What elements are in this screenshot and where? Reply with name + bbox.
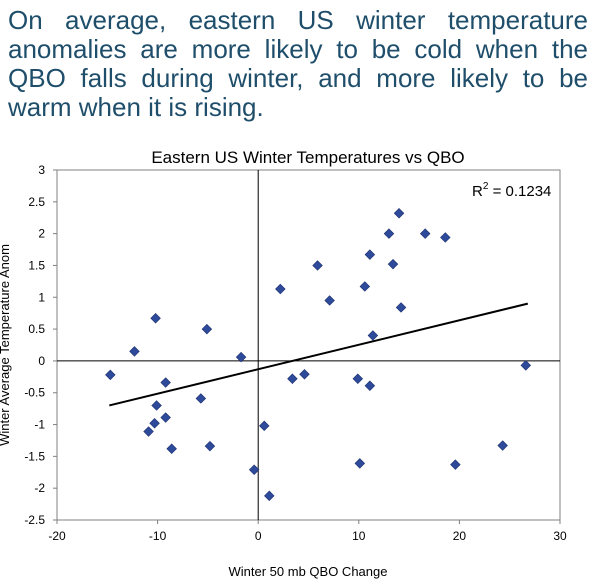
y-tick-label: 0.5 [28, 322, 45, 336]
data-point [201, 323, 213, 335]
data-point [383, 228, 395, 239]
x-tick-label: -10 [149, 529, 167, 543]
data-point [287, 373, 298, 384]
data-point [129, 346, 140, 357]
y-tick-label: 1 [38, 290, 45, 304]
data-point [150, 313, 161, 324]
y-tick-label: 0 [38, 354, 45, 368]
data-point [419, 228, 431, 239]
y-axis-label: Winter Average Temperature Anom [0, 244, 12, 446]
axis-ticks: -20 -10 0 10 20 30 -2.5 -2 -1.5 -1 -0.5 0 0.5 1 1.5 2 2.… [24, 163, 567, 543]
trendline-group [109, 302, 529, 407]
data-point [248, 464, 260, 475]
data-point [359, 281, 371, 292]
y-tick-label: -1.5 [24, 449, 45, 463]
data-point [259, 420, 270, 432]
data-point [160, 412, 171, 423]
x-tick-label: 10 [352, 529, 366, 543]
data-point [354, 458, 366, 469]
x-tick-label: -20 [48, 529, 66, 543]
data-point [275, 283, 286, 295]
r-squared-annotation: R2 = 0.1234 [472, 181, 551, 200]
y-tick-label: -2 [34, 481, 45, 495]
y-tick-label: -0.5 [24, 386, 45, 400]
data-point [520, 360, 532, 371]
data-point [352, 373, 364, 384]
data-point [264, 490, 275, 502]
data-point [393, 208, 405, 219]
r2-sup: 2 [483, 181, 489, 192]
x-tick-label: 0 [255, 529, 262, 543]
r2-base: R [472, 183, 483, 200]
chart-title: Eastern US Winter Temperatures vs QBO [151, 148, 464, 167]
y-tick-label: -2.5 [24, 513, 45, 527]
y-tick-label: 2 [38, 227, 45, 241]
data-point [235, 351, 247, 363]
data-point [364, 380, 376, 391]
data-point [440, 232, 451, 243]
slide-caption: On average, eastern US winter temperatur… [8, 5, 588, 122]
data-point [367, 330, 379, 341]
x-tick-label: 30 [553, 529, 567, 543]
data-point [364, 249, 376, 260]
y-tick-label: 3 [38, 163, 45, 177]
zero-axes [57, 170, 560, 520]
data-point [151, 400, 162, 411]
plot-area [56, 169, 561, 521]
data-point [497, 440, 508, 451]
data-point [395, 302, 407, 313]
y-tick-label: -1 [34, 418, 45, 432]
data-points [105, 208, 532, 502]
trendline [109, 302, 529, 407]
data-point [160, 377, 171, 388]
data-point [204, 440, 216, 452]
x-tick-label: 20 [453, 529, 467, 543]
data-point [195, 393, 207, 404]
data-point [312, 260, 323, 271]
r2-value: = 0.1234 [488, 183, 551, 200]
x-axis-label: Winter 50 mb QBO Change [229, 564, 388, 579]
data-point [450, 459, 461, 470]
y-tick-label: 1.5 [28, 258, 45, 272]
data-point [387, 258, 399, 270]
data-point [149, 418, 160, 429]
data-point [324, 295, 335, 306]
data-point [105, 369, 116, 381]
data-point [299, 369, 310, 380]
y-tick-label: 2.5 [28, 195, 45, 209]
data-point [166, 443, 177, 454]
data-point [143, 426, 154, 437]
